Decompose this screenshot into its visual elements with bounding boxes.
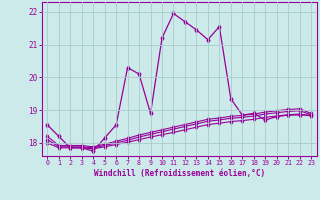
X-axis label: Windchill (Refroidissement éolien,°C): Windchill (Refroidissement éolien,°C) <box>94 169 265 178</box>
